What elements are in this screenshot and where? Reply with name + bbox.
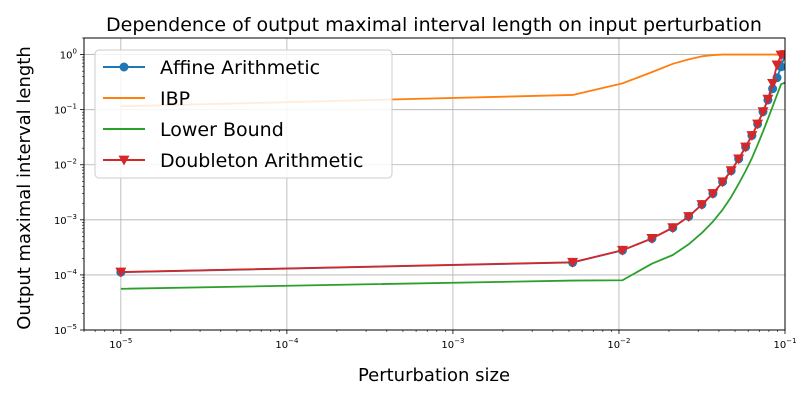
doubleton-arithmetic-point (762, 94, 774, 105)
legend-marker (119, 62, 129, 72)
legend-item-doubleton-arithmetic: Doubleton Arithmetic (103, 150, 363, 172)
doubleton-arithmetic-point (740, 142, 752, 153)
lower-bound-line (120, 81, 785, 290)
doubleton-arithmetic-point (733, 154, 745, 165)
series-ibp (120, 53, 785, 108)
doubleton-arithmetic-point (767, 78, 779, 89)
y-tick-label: 10−1 (54, 103, 77, 117)
y-tick-label: 10−4 (54, 268, 78, 282)
x-tick-label: 10−5 (109, 337, 132, 351)
doubleton-arithmetic-point (683, 212, 695, 222)
y-tick-label: 10−3 (54, 213, 77, 227)
legend-item-ibp: IBP (103, 88, 190, 110)
x-axis-label: Perturbation size (358, 365, 510, 386)
axes-ticks: 10−5 10−4 10−3 10−2 10−1 10−5 10−4 10−3 10−2 10−1… (54, 37, 797, 351)
doubleton-arithmetic-point (696, 200, 708, 210)
doubleton-arithmetic-point (616, 245, 628, 256)
series-lower-bound (120, 81, 785, 290)
doubleton-arithmetic-point (771, 60, 783, 71)
legend-label: Doubleton Arithmetic (160, 150, 363, 172)
legend-item-lower-bound: Lower Bound (103, 119, 284, 141)
doubleton-arithmetic-point (746, 131, 758, 141)
x-tick-label: 10−2 (607, 337, 630, 351)
legend-marker (118, 155, 130, 166)
y-axis-label: Output maximal interval length (14, 46, 35, 329)
doubleton-arithmetic-point (717, 177, 729, 188)
doubleton-arithmetic-point (667, 223, 679, 234)
x-tick-label: 10−4 (275, 337, 299, 351)
doubleton-arithmetic-point (707, 189, 719, 200)
legend-label: IBP (160, 88, 190, 110)
doubleton-arithmetic-point (757, 107, 769, 118)
doubleton-arithmetic-point (567, 257, 579, 268)
doubleton-arithmetic-point (646, 234, 658, 244)
doubleton-arithmetic-point (725, 166, 737, 177)
legend-label: Lower Bound (160, 119, 284, 141)
legend: Affine Arithmetic IBP Lower Bound Doubleton… (94, 49, 393, 179)
legend-box (94, 49, 393, 179)
chart-title: Dependence of output maximal interval le… (106, 14, 762, 36)
ibp-line (120, 53, 785, 108)
y-tick-label: 100 (60, 48, 77, 62)
plot-area (115, 50, 785, 290)
doubleton-arithmetic-point (779, 50, 785, 61)
doubleton-arithmetic-point (752, 119, 764, 130)
x-tick-label: 10−3 (441, 337, 464, 351)
series-doubleton-arithmetic (115, 50, 785, 278)
legend-item-affine-arithmetic: Affine Arithmetic (103, 57, 320, 79)
y-tick-label: 10−5 (54, 323, 77, 337)
legend-label: Affine Arithmetic (160, 57, 320, 79)
x-tick-label: 10−1 (773, 337, 796, 351)
y-tick-label: 10−2 (54, 158, 77, 172)
plot-frame (83, 37, 786, 331)
doubleton-arithmetic-point (115, 267, 127, 278)
